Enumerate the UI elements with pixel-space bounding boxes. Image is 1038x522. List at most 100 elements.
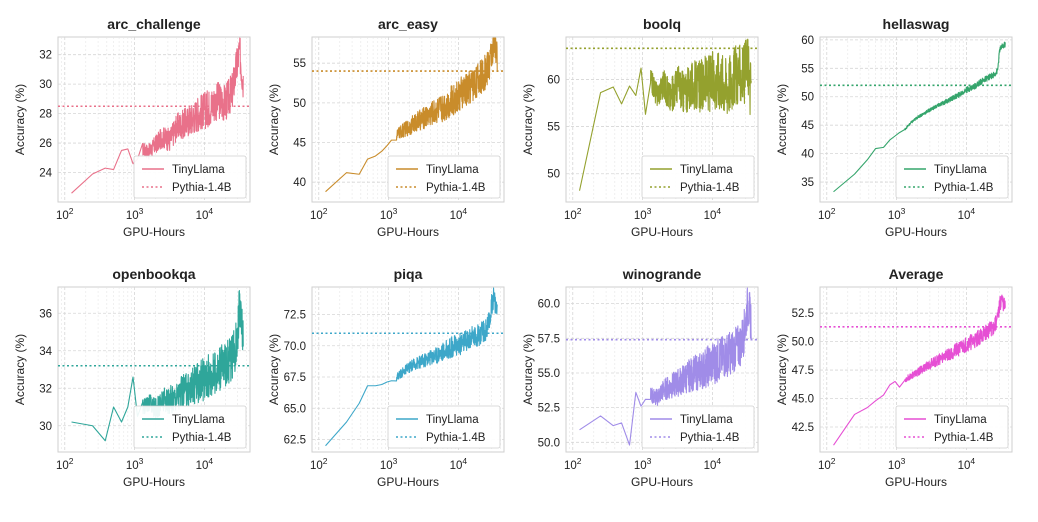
- legend: TinyLlama Pythia-1.4B: [895, 405, 1009, 449]
- y-tick-label: 60: [547, 74, 560, 86]
- panel-title: arc_easy: [378, 16, 438, 32]
- y-tick-label: 45: [801, 120, 814, 132]
- panel-openbookqa: 30 32 34 36 102 103 104 openbookqa GPU-Hours Accu…: [13, 266, 251, 489]
- legend: TinyLlama Pythia-1.4B: [133, 405, 247, 449]
- y-tick-label: 24: [39, 168, 52, 180]
- panel-Average: 42.5 45.0 47.5 50.0 52.5 102 103 104 Average GPU-…: [775, 266, 1013, 489]
- y-tick-label: 55: [293, 58, 306, 70]
- x-tick-label: 104: [450, 206, 468, 222]
- y-axis-label: Accuracy (%): [13, 84, 27, 155]
- x-tick-label: 102: [818, 206, 836, 222]
- tinyllama-line: [833, 41, 1006, 193]
- panel-piqa: 62.5 65.0 67.5 70.0 72.5 102 103 104 piqa GPU-Hou…: [267, 266, 505, 489]
- y-tick-label: 65.0: [284, 403, 306, 415]
- panel-arc_challenge: 24 26 28 30 32 102 103 104 arc_challenge GPU-Hour…: [13, 16, 251, 239]
- y-tick-label: 30: [39, 79, 52, 91]
- legend-label-pythia: Pythia-1.4B: [934, 182, 994, 194]
- y-tick-label: 28: [39, 109, 52, 121]
- y-tick-label: 50: [547, 169, 560, 181]
- y-tick-label: 42.5: [792, 422, 814, 434]
- panel-title: boolq: [643, 16, 681, 32]
- y-axis-label: Accuracy (%): [267, 84, 281, 155]
- y-tick-label: 72.5: [284, 310, 306, 322]
- y-tick-label: 62.5: [284, 435, 306, 447]
- legend: TinyLlama Pythia-1.4B: [641, 405, 755, 449]
- x-axis-label: GPU-Hours: [631, 225, 693, 239]
- y-axis-label: Accuracy (%): [13, 334, 27, 405]
- legend-label-tinyllama: TinyLlama: [426, 414, 479, 426]
- panel-boolq: 50 55 60 102 103 104 boolq GPU-Hours Accuracy (%…: [521, 16, 759, 239]
- tinyllama-line: [579, 287, 752, 446]
- x-tick-label: 103: [888, 456, 906, 472]
- tinyllama-line: [578, 38, 752, 191]
- x-tick-label: 103: [888, 206, 906, 222]
- legend-label-tinyllama: TinyLlama: [934, 414, 987, 426]
- x-axis-label: GPU-Hours: [377, 475, 439, 489]
- y-tick-label: 60: [801, 35, 814, 47]
- panel-title: hellaswag: [883, 16, 950, 32]
- y-tick-label: 60.0: [538, 299, 560, 311]
- x-tick-label: 104: [450, 456, 468, 472]
- y-tick-label: 70.0: [284, 341, 306, 353]
- legend: TinyLlama Pythia-1.4B: [387, 405, 501, 449]
- x-tick-label: 103: [634, 206, 652, 222]
- x-tick-label: 103: [380, 206, 398, 222]
- y-tick-label: 40: [293, 177, 306, 189]
- y-axis-label: Accuracy (%): [775, 84, 789, 155]
- legend-label-pythia: Pythia-1.4B: [680, 182, 740, 194]
- x-axis-label: GPU-Hours: [885, 475, 947, 489]
- y-tick-label: 45: [293, 138, 306, 150]
- legend-label-pythia: Pythia-1.4B: [680, 432, 740, 444]
- x-axis-label: GPU-Hours: [377, 225, 439, 239]
- y-axis-label: Accuracy (%): [267, 334, 281, 405]
- y-tick-label: 40: [801, 149, 814, 161]
- y-tick-label: 32: [39, 50, 52, 62]
- legend-label-tinyllama: TinyLlama: [934, 164, 987, 176]
- x-axis-label: GPU-Hours: [123, 475, 185, 489]
- legend-label-tinyllama: TinyLlama: [680, 414, 733, 426]
- y-tick-label: 35: [801, 177, 814, 189]
- legend: TinyLlama Pythia-1.4B: [133, 155, 247, 199]
- tinyllama-line: [833, 294, 1006, 446]
- y-tick-label: 52.5: [538, 403, 560, 415]
- x-tick-label: 102: [56, 456, 74, 472]
- y-tick-label: 45.0: [792, 394, 814, 406]
- tinyllama-line: [325, 287, 498, 447]
- y-tick-label: 36: [39, 308, 52, 320]
- x-tick-label: 104: [958, 206, 976, 222]
- panel-title: arc_challenge: [107, 16, 201, 32]
- x-tick-label: 104: [196, 206, 214, 222]
- y-tick-label: 52.5: [792, 308, 814, 320]
- y-tick-label: 50: [293, 98, 306, 110]
- y-axis-label: Accuracy (%): [521, 84, 535, 155]
- y-axis-label: Accuracy (%): [521, 334, 535, 405]
- legend-label-pythia: Pythia-1.4B: [934, 432, 994, 444]
- legend: TinyLlama Pythia-1.4B: [387, 155, 501, 199]
- y-tick-label: 57.5: [538, 333, 560, 345]
- x-tick-label: 104: [196, 456, 214, 472]
- x-tick-label: 102: [56, 206, 74, 222]
- x-tick-label: 104: [704, 206, 722, 222]
- x-tick-label: 102: [818, 456, 836, 472]
- x-tick-label: 102: [564, 206, 582, 222]
- y-tick-label: 55: [547, 122, 560, 134]
- panel-hellaswag: 35 40 45 50 55 60 102 103 104 hellaswag GPU-Hours A…: [775, 16, 1013, 239]
- tinyllama-line: [71, 37, 244, 194]
- x-axis-label: GPU-Hours: [123, 225, 185, 239]
- y-tick-label: 26: [39, 138, 52, 150]
- y-tick-label: 50.0: [792, 337, 814, 349]
- y-tick-label: 55: [801, 63, 814, 75]
- tinyllama-line: [71, 289, 244, 442]
- x-tick-label: 103: [126, 456, 144, 472]
- y-tick-label: 32: [39, 383, 52, 395]
- legend-label-pythia: Pythia-1.4B: [426, 182, 486, 194]
- x-tick-label: 104: [958, 456, 976, 472]
- legend-label-pythia: Pythia-1.4B: [172, 432, 232, 444]
- panel-title: piqa: [394, 266, 423, 282]
- x-tick-label: 102: [310, 206, 328, 222]
- x-tick-label: 102: [310, 456, 328, 472]
- y-tick-label: 30: [39, 421, 52, 433]
- legend: TinyLlama Pythia-1.4B: [895, 155, 1009, 199]
- panel-title: openbookqa: [112, 266, 195, 282]
